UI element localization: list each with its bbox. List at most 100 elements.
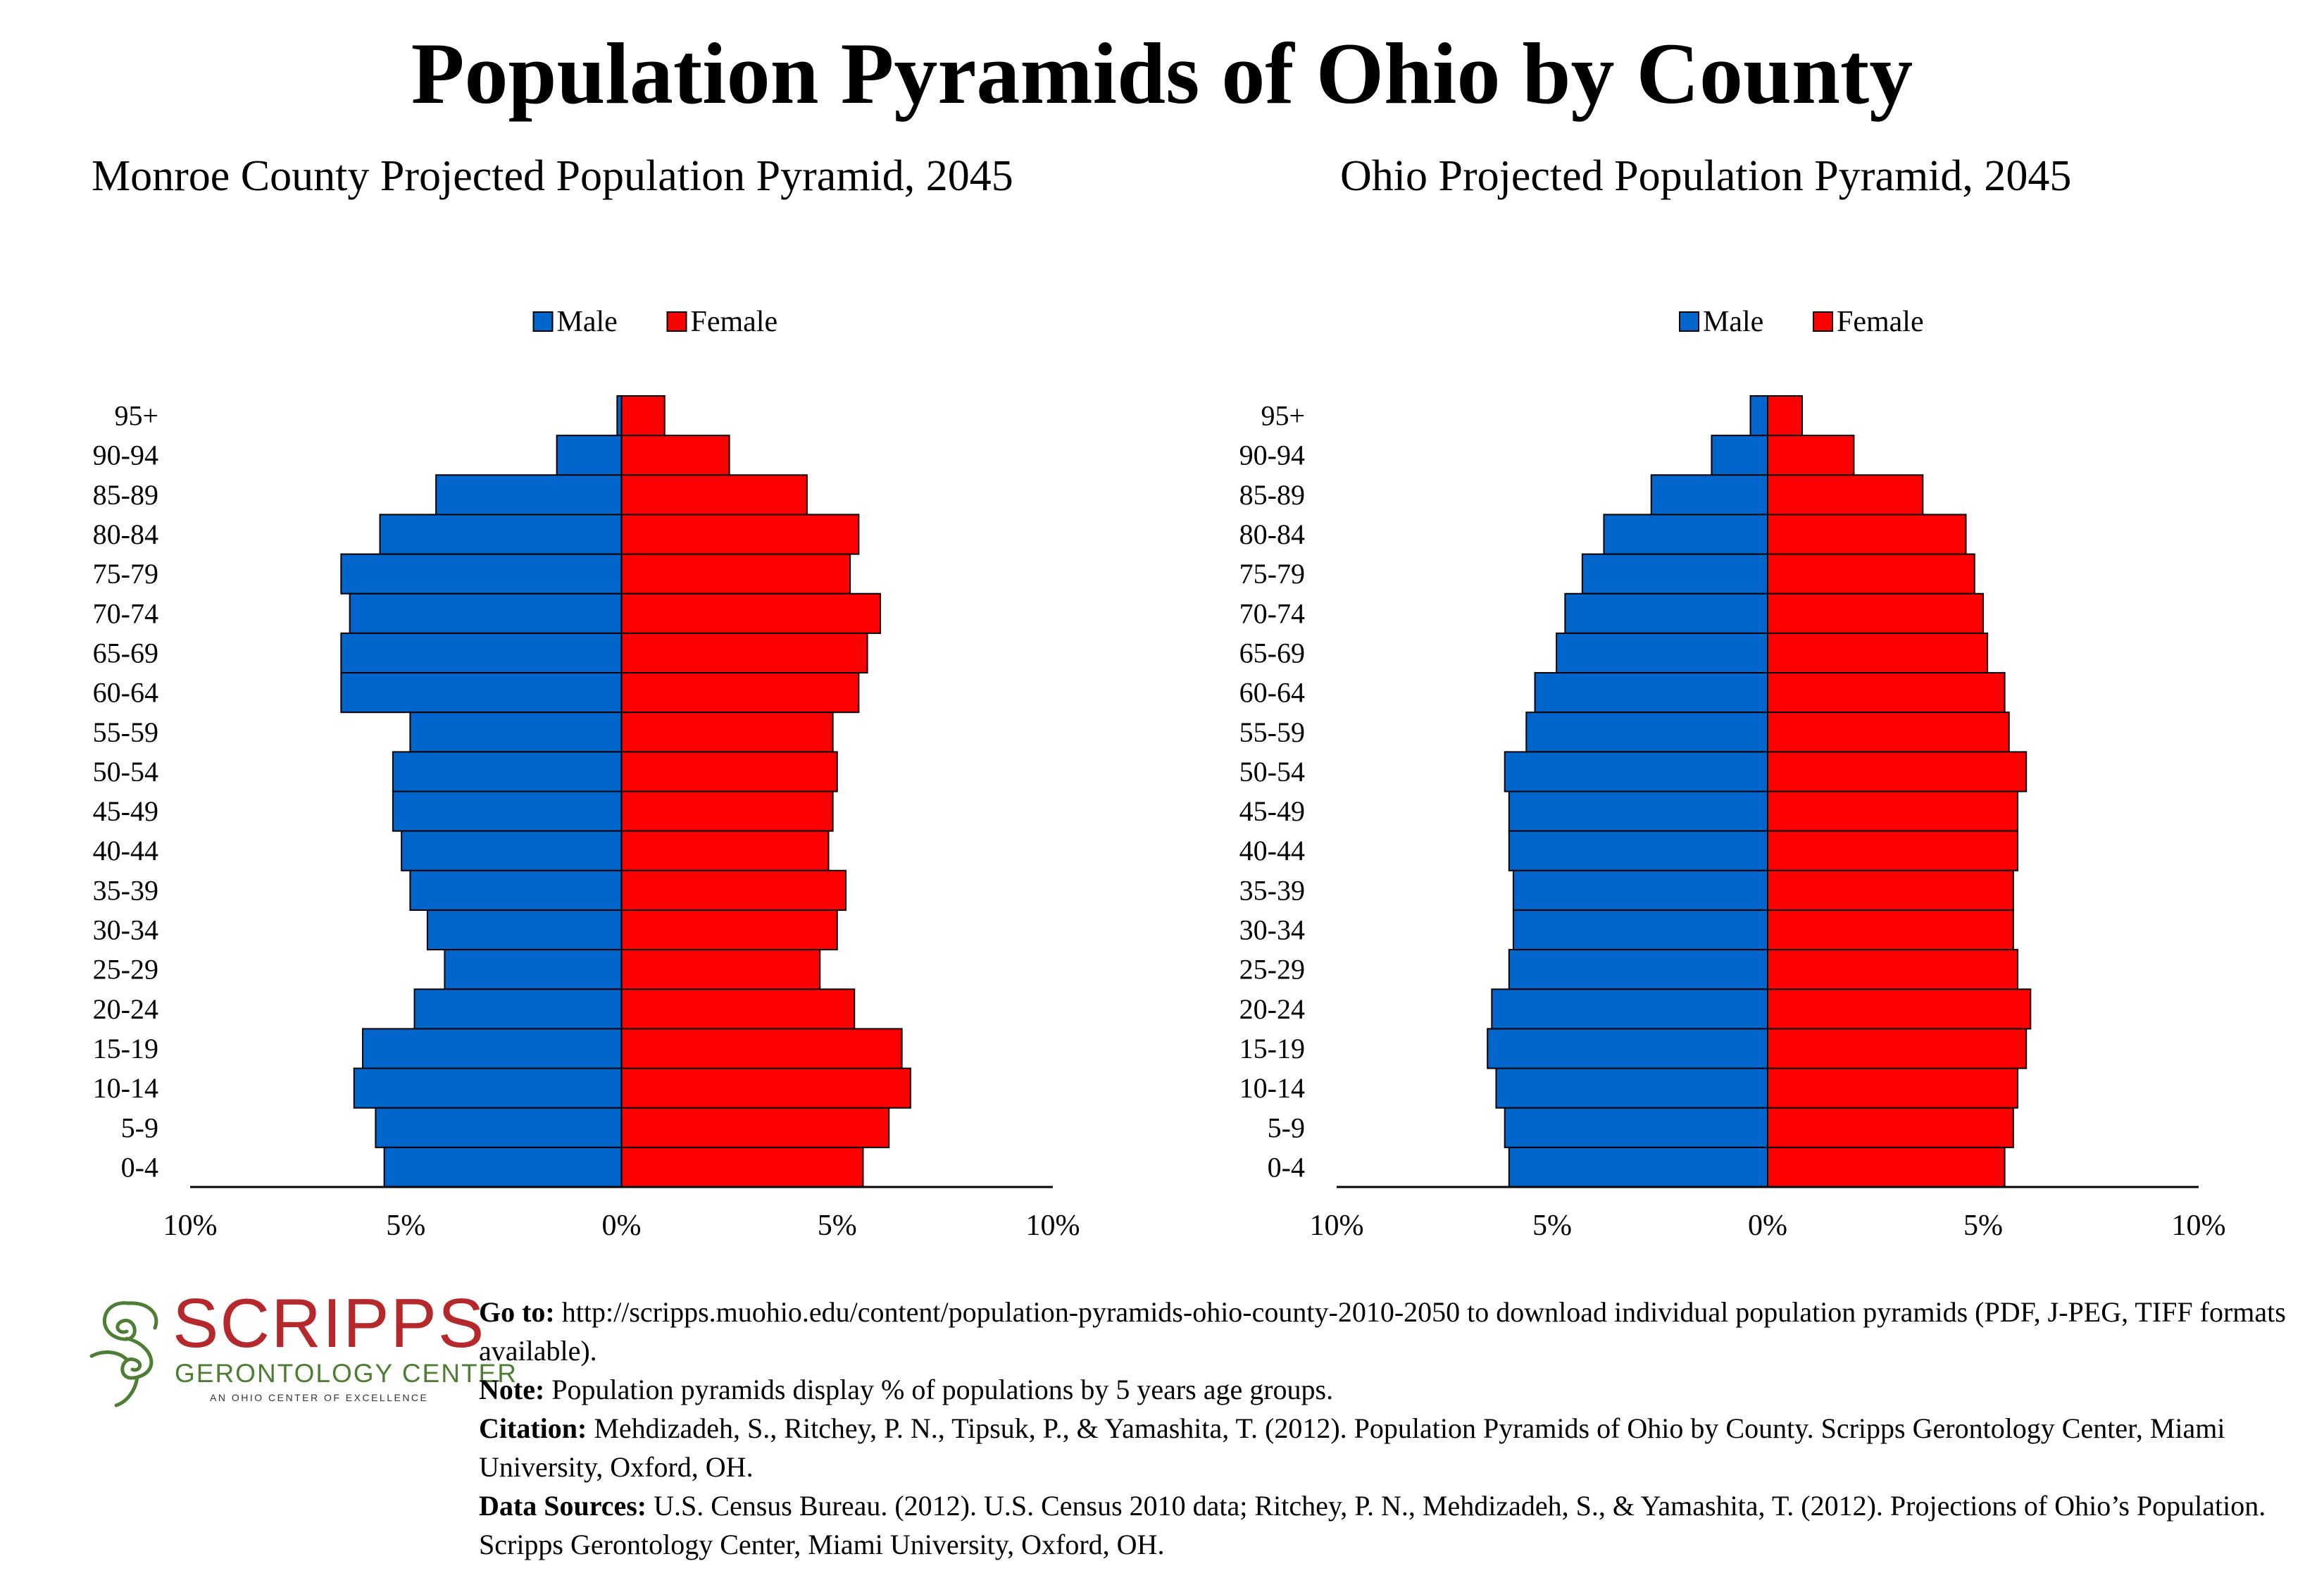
legend-label-female: Female [691, 306, 778, 338]
age-tick-label: 40-44 [93, 835, 158, 866]
age-tick-label: 90-94 [93, 440, 158, 471]
bar-male [340, 632, 623, 674]
logo-tagline: AN OHIO CENTER OF EXCELLENCE [210, 1392, 429, 1403]
bar-male [426, 909, 623, 951]
x-tick-label: 10% [2172, 1210, 2226, 1242]
age-tick-label: 80-84 [1239, 518, 1305, 550]
age-tick-label: 10-14 [93, 1072, 158, 1104]
age-tick-label: 95+ [1261, 400, 1305, 432]
age-tick-label: 75-79 [93, 558, 158, 590]
bar-male [353, 1067, 623, 1109]
note-line: Note: Population pyramids display % of p… [479, 1370, 2310, 1409]
age-tick-label: 75-79 [1239, 558, 1305, 590]
bar-male [383, 1146, 623, 1188]
age-tick-label: 45-49 [1239, 795, 1305, 827]
chart-monroe: Monroe County Projected Population Pyram… [0, 148, 1162, 1254]
logo-subtitle: GERONTOLOGY CENTER [175, 1359, 518, 1388]
age-tick-label: 90-94 [1239, 440, 1305, 471]
x-tick-label: 10% [1026, 1210, 1080, 1242]
bar-female [620, 514, 860, 555]
age-tick-label: 70-74 [1239, 597, 1305, 629]
bar-female [620, 1067, 911, 1109]
bar-male [375, 1107, 623, 1148]
age-tick-label: 35-39 [93, 874, 158, 906]
citation-text: Mehdizadeh, S., Ritchey, P. N., Tipsuk, … [479, 1412, 2225, 1483]
age-tick-label: 5-9 [1268, 1112, 1305, 1143]
age-tick-label: 25-29 [1239, 954, 1305, 986]
bar-female [620, 474, 808, 516]
bar-male [409, 869, 623, 911]
age-tick-label: 45-49 [93, 795, 158, 827]
bar-male [392, 751, 623, 792]
bar-male [1711, 435, 1768, 476]
scripps-logo: SCRIPPS GERONTOLOGY CENTER AN OHIO CENTE… [85, 1288, 516, 1416]
x-tick-label: 10% [163, 1210, 218, 1242]
note-label: Note: [479, 1374, 545, 1405]
age-tick-label: 30-34 [1239, 914, 1305, 946]
sources-label: Data Sources: [479, 1490, 647, 1522]
age-tick-label: 70-74 [93, 597, 158, 629]
page-title: Population Pyramids of Ohio by County [411, 25, 1913, 122]
bar-female [1767, 632, 1989, 674]
bar-female [620, 1107, 890, 1148]
bar-female [620, 395, 666, 437]
bar-female [620, 909, 838, 951]
bar-male [1749, 395, 1769, 437]
age-tick-label: 55-59 [93, 716, 158, 748]
bar-male [1487, 1028, 1768, 1069]
bar-female [620, 790, 834, 832]
legend-label-female: Female [1837, 306, 1924, 338]
age-tick-label: 15-19 [1239, 1033, 1305, 1064]
sources-line: Data Sources: U.S. Census Bureau. (2012)… [479, 1486, 2310, 1564]
bar-male [1650, 474, 1769, 516]
bar-female [620, 751, 838, 792]
legend-label-male: Male [1703, 306, 1763, 338]
age-tick-label: 85-89 [93, 479, 158, 511]
x-tick-label: 5% [1963, 1210, 2003, 1242]
age-tick-label: 10-14 [1239, 1072, 1305, 1104]
age-tick-label: 25-29 [93, 954, 158, 986]
bar-female [620, 553, 851, 595]
bar-male [1564, 592, 1768, 634]
bar-female [1767, 909, 2014, 951]
age-tick-label: 50-54 [93, 756, 158, 788]
goto-label: Go to: [479, 1296, 555, 1328]
legend-swatch-male [1679, 311, 1699, 332]
age-tick-label: 30-34 [93, 914, 158, 946]
bar-female [1767, 553, 1975, 595]
bar-female [1767, 988, 2032, 1030]
age-tick-label: 35-39 [1239, 874, 1305, 906]
bar-male [401, 830, 623, 871]
age-tick-label: 60-64 [1239, 677, 1305, 709]
bar-male [1504, 1107, 1768, 1148]
bar-female [620, 1146, 864, 1188]
bar-male [1508, 949, 1768, 990]
age-tick-label: 80-84 [93, 518, 158, 550]
x-tick-label: 5% [386, 1210, 425, 1242]
age-tick-label: 95+ [114, 400, 158, 432]
bar-female [620, 949, 821, 990]
bar-male [1525, 711, 1769, 753]
bar-female [1767, 672, 2006, 714]
bar-female [1767, 830, 2018, 871]
bar-male [1512, 909, 1768, 951]
age-tick-label: 0-4 [121, 1151, 158, 1183]
bar-female [620, 592, 881, 634]
bar-female [1767, 949, 2018, 990]
citation-label: Citation: [479, 1412, 587, 1444]
bar-male [1504, 751, 1768, 792]
age-tick-label: 40-44 [1239, 835, 1305, 866]
bar-female [1767, 395, 1803, 437]
bar-female [1767, 790, 2018, 832]
bar-male [409, 711, 623, 753]
bar-female [1767, 1146, 2006, 1188]
legend-swatch-male [532, 311, 554, 332]
age-tick-label: 65-69 [93, 637, 158, 669]
legend-label-male: Male [557, 306, 618, 338]
bar-female [620, 711, 834, 753]
citation-line: Citation: Mehdizadeh, S., Ritchey, P. N.… [479, 1409, 2310, 1486]
bar-male [1508, 790, 1768, 832]
bar-female [620, 435, 730, 476]
age-tick-label: 15-19 [93, 1033, 158, 1064]
goto-text: http://scripps.muohio.edu/content/popula… [479, 1296, 2286, 1367]
